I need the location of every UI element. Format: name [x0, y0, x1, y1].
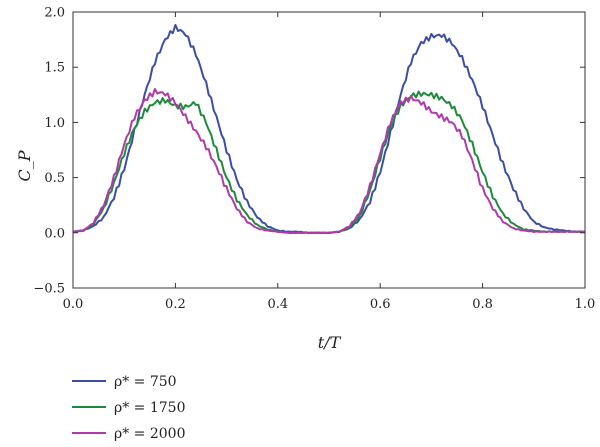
- legend-label-3: ρ* = 2000: [114, 426, 186, 442]
- legend-label-1: ρ* = 750: [114, 374, 177, 390]
- plot-area: [72, 23, 586, 235]
- y-tick-label: 2.0: [44, 6, 65, 21]
- x-tick-label: 0.2: [165, 297, 186, 312]
- x-tick-label: 0.4: [267, 297, 288, 312]
- y-tick-label: 0.5: [44, 171, 65, 186]
- x-tick-label: 1.0: [575, 297, 596, 312]
- y-tick-label: 1.5: [44, 61, 65, 76]
- legend: ρ* = 750 ρ* = 1750 ρ* = 2000: [72, 374, 186, 442]
- series-line-1: [72, 23, 585, 235]
- plot-frame: [72, 11, 586, 289]
- y-tick-label: −0.5: [33, 282, 65, 297]
- y-axis-title: C_P: [15, 150, 34, 181]
- series-line-3: [72, 88, 586, 235]
- series-line-2: [72, 90, 586, 235]
- y-tick-label: 1.0: [44, 116, 65, 131]
- x-tick-label: 0.0: [63, 297, 84, 312]
- y-tick-label: 0.0: [44, 226, 65, 241]
- x-axis-title: t/T: [318, 333, 342, 352]
- axes: 0.0 0.2 0.4 0.6 0.8 1.0−0.50.00.51.01.52.0: [33, 6, 595, 313]
- legend-label-2: ρ* = 1750: [114, 400, 186, 416]
- x-tick-label: 0.8: [472, 297, 493, 312]
- x-tick-label: 0.6: [370, 297, 391, 312]
